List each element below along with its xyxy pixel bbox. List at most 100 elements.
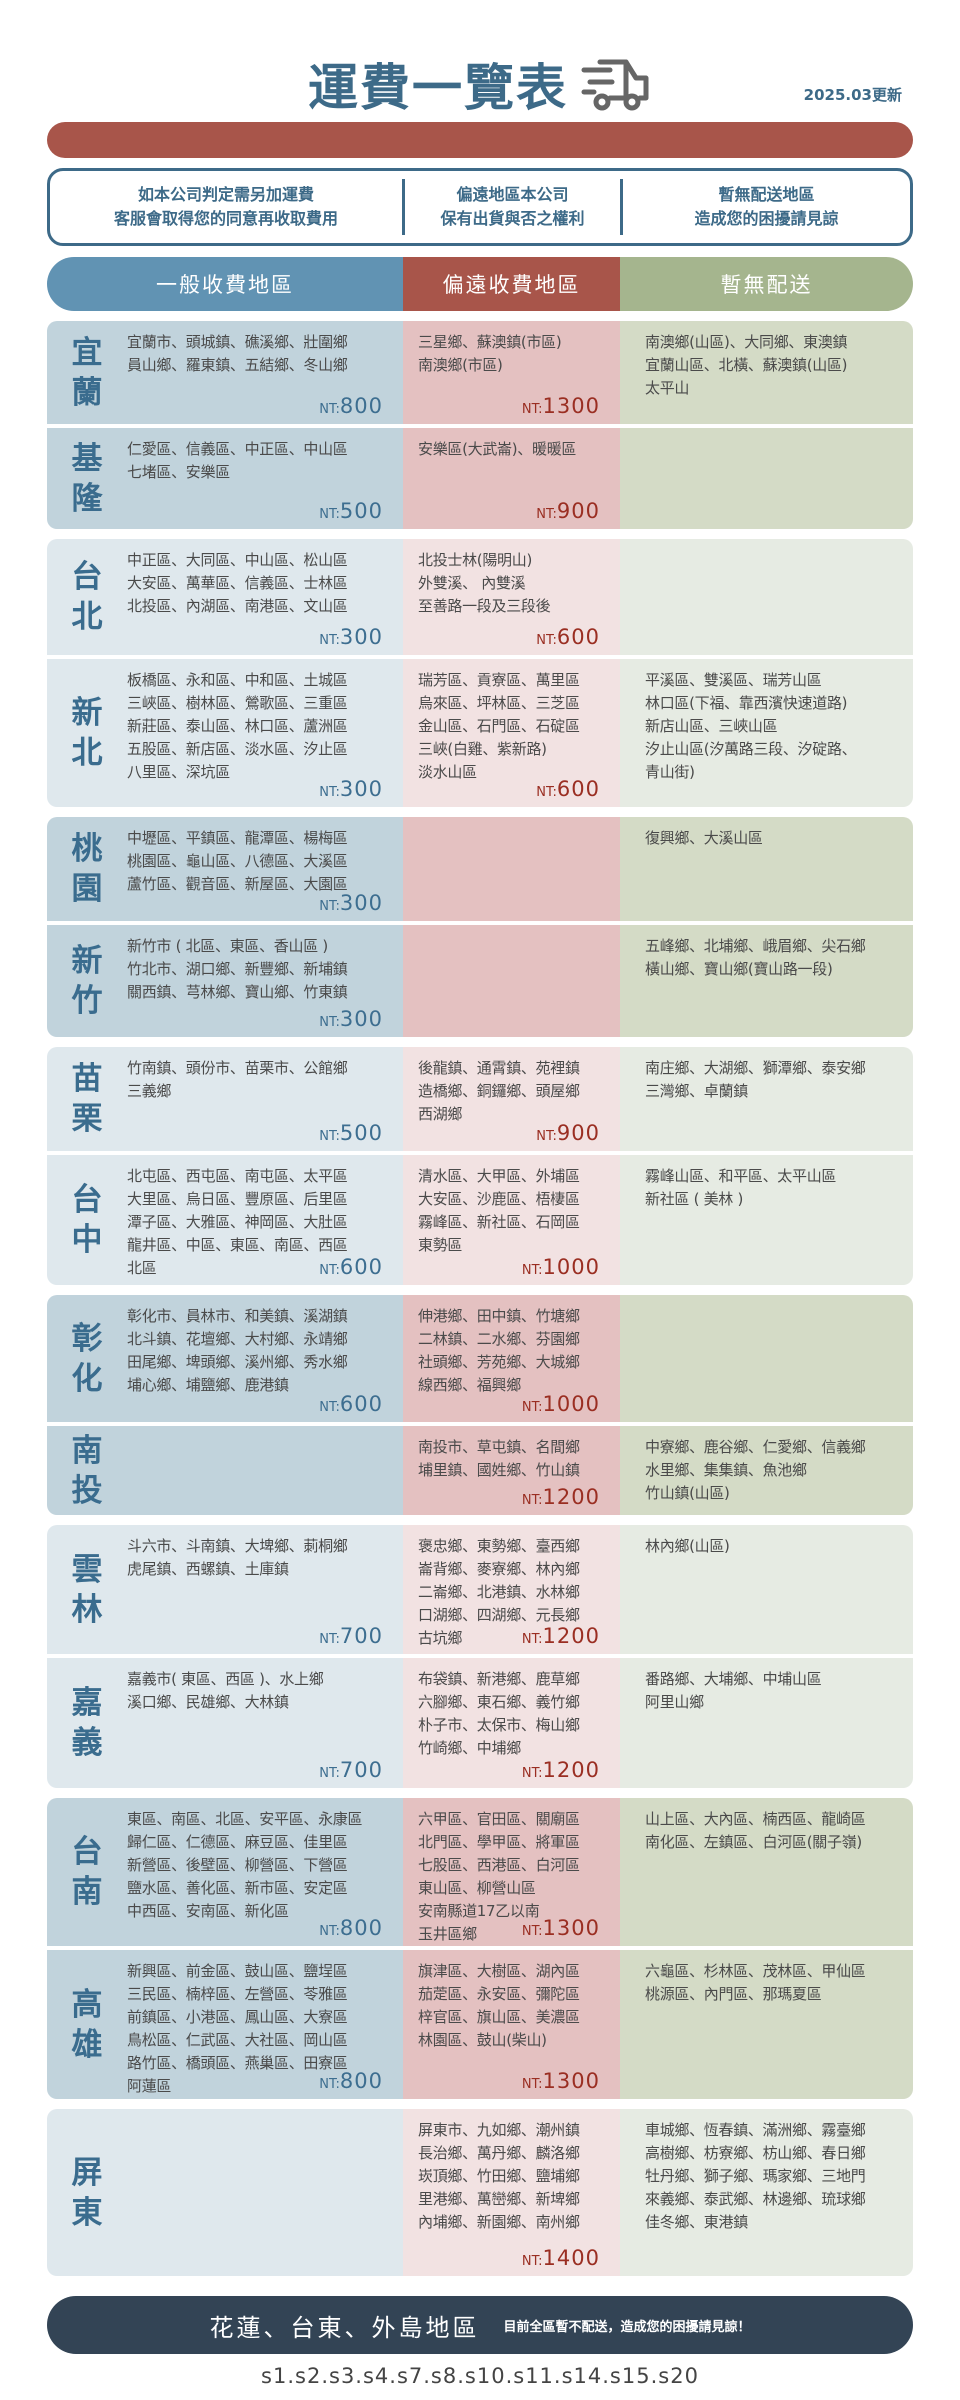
region-label-char: 屏	[71, 2154, 103, 2191]
area-line: 六甲區、官田區、關廟區	[418, 1810, 580, 1828]
no-delivery-cell: 六龜區、杉林區、茂林區、甲仙區 桃源區、內門區、那瑪夏區	[620, 1950, 913, 2099]
area-line: 梓官區、旗山區、美濃區	[418, 2008, 580, 2026]
area-line: 潭子區、大雅區、神岡區、大肚區	[127, 1213, 348, 1231]
codes-text: s1.s2.s3.s4.s7.s8.s10.s11.s14.s15.s20	[261, 2364, 699, 2388]
area-line: 車城鄉、恆春鎮、滿洲鄉、霧臺鄉	[645, 2121, 866, 2139]
region-label-char: 嘉	[71, 1685, 103, 1721]
area-line: 外雙溪、 內雙溪	[418, 574, 526, 592]
region-group: 台北中正區、大同區、中山區、松山區 大安區、萬華區、信義區、士林區 北投區、內湖區、…	[47, 539, 913, 807]
general-price: NT:500	[319, 499, 383, 523]
remote-cell	[403, 925, 620, 1037]
region-label-char: 化	[71, 1360, 103, 1397]
area-line: 竹崎鄉、中埔鄉	[418, 1739, 521, 1757]
info-remote: 偏遠地區本公司 保有出貨與否之權利	[405, 179, 623, 235]
general-price: NT:800	[319, 2069, 383, 2093]
price-value: 1200	[542, 1485, 600, 1509]
area-line: 東區、南區、北區、安平區、永康區	[127, 1810, 363, 1828]
general-lines: 東區、南區、北區、安平區、永康區 歸仁區、仁德區、麻豆區、佳里區 新營區、後壁區、柳…	[127, 1798, 363, 1946]
area-line: 三灣鄉、卓蘭鎮	[645, 1082, 748, 1100]
region-label-char: 基	[71, 440, 103, 477]
region-label-char: 桃	[71, 831, 103, 867]
no-delivery-cell: 南庄鄉、大湖鄉、獅潭鄉、泰安鄉 三灣鄉、卓蘭鎮	[620, 1047, 913, 1151]
area-line: 南澳鄉(山區)、大同鄉、東澳鎮	[645, 333, 848, 351]
area-line: 淡水山區	[418, 763, 477, 781]
area-line: 瑞芳區、貢寮區、萬里區	[418, 671, 580, 689]
area-line: 七股區、西港區、白河區	[418, 1856, 580, 1874]
area-line: 復興鄉、大溪山區	[645, 829, 763, 847]
remote-price: NT:1200	[522, 1624, 600, 1648]
general-lines: 板橋區、永和區、中和區、土城區 三峽區、樹林區、鶯歌區、三重區 新莊區、泰山區、林口…	[127, 659, 348, 807]
general-lines: 彰化市、員林市、和美鎮、溪湖鎮 北斗鎮、花壇鄉、大村鄉、永靖鄉 田尾鄉、埤頭鄉、溪州…	[127, 1295, 348, 1422]
area-line: 西湖鄉	[418, 1105, 463, 1123]
area-line: 伸港鄉、田中鎮、竹塘鄉	[418, 1307, 580, 1325]
area-line: 至善路一段及三段後	[418, 597, 551, 615]
remote-cell: 瑞芳區、貢寮區、萬里區 烏來區、坪林區、三芝區 金山區、石門區、石碇區 三峽(白雞、紫…	[403, 659, 620, 807]
updated-date: 2025.03更新	[803, 86, 902, 104]
shipping-table: 宜蘭宜蘭市、頭城鎮、礁溪鄉、壯圍鄉 員山鄉、羅東鎮、五結鄉、冬山鄉 NT:800 三星…	[47, 321, 913, 2286]
area-line: 三星鄉、蘇澳鎮(市區)	[418, 333, 562, 351]
general-price: NT:600	[319, 1255, 383, 1279]
column-headers: 一般收費地區 偏遠收費地區 暫無配送	[47, 257, 913, 311]
general-cell: 台南東區、南區、北區、安平區、永康區 歸仁區、仁德區、麻豆區、佳里區 新營區、後壁區…	[47, 1798, 403, 1946]
no-delivery-cell: 山上區、大內區、楠西區、龍崎區 南化區、左鎮區、白河區(關子嶺)	[620, 1798, 913, 1946]
table-row: 桃園中壢區、平鎮區、龍潭區、楊梅區 桃園區、龜山區、八德區、大溪區 蘆竹區、觀音區、…	[47, 817, 913, 921]
area-line: 大安區、萬華區、信義區、士林區	[127, 574, 348, 592]
area-line: 新興區、前金區、鼓山區、鹽埕區	[127, 1962, 348, 1980]
no-delivery-cell	[620, 428, 913, 529]
region-label: 基隆	[47, 428, 127, 529]
general-cell: 屏東	[47, 2109, 403, 2276]
area-line: 五股區、新店區、淡水區、汐止區	[127, 740, 348, 758]
remote-cell: 後龍鎮、通霄鎮、苑裡鎮 造橋鄉、銅鑼鄉、頭屋鄉 西湖鄉 NT:900	[403, 1047, 620, 1151]
remote-cell: 布袋鎮、新港鄉、鹿草鄉 六腳鄉、東石鄉、義竹鄉 朴子市、太保市、梅山鄉 竹崎鄉、中埔鄉…	[403, 1658, 620, 1788]
remote-price: NT:1300	[522, 394, 600, 418]
area-line: 牡丹鄉、獅子鄉、瑪家鄉、三地門	[645, 2167, 866, 2185]
area-line: 嘉義市( 東區、西區 )、水上鄉	[127, 1670, 324, 1688]
area-line: 新社區 ( 美林 )	[645, 1190, 744, 1208]
info-line: 如本公司判定需另加運費	[137, 185, 314, 204]
region-label: 苗栗	[47, 1047, 127, 1151]
header-no-delivery: 暫無配送	[620, 257, 913, 311]
price-value: 300	[339, 777, 383, 801]
area-line: 關西鎮、芎林鄉、寶山鄉、竹東鎮	[127, 983, 348, 1001]
area-line: 造橋鄉、銅鑼鄉、頭屋鄉	[418, 1082, 580, 1100]
region-label-char: 彰	[71, 1320, 103, 1357]
header-remote: 偏遠收費地區	[403, 257, 620, 311]
region-label-char: 北	[71, 599, 103, 635]
price-value: 1300	[542, 394, 600, 418]
remote-price: NT:600	[536, 625, 600, 649]
no-delivery-cell	[620, 1295, 913, 1422]
region-label-char: 台	[71, 1834, 103, 1870]
footer-note: 目前全區暫不配送，造成您的困擾請見諒！	[503, 2319, 751, 2335]
area-line: 北門區、學甲區、將軍區	[418, 1833, 580, 1851]
area-line: 新竹市 ( 北區、東區、香山區 )	[127, 937, 328, 955]
area-line: 新店山區、三峽山區	[645, 717, 778, 735]
area-line: 北屯區、西屯區、南屯區、太平區	[127, 1167, 348, 1185]
region-label: 雲林	[47, 1525, 127, 1654]
area-line: 古坑鄉	[418, 1629, 463, 1647]
area-line: 南澳鄉(市區)	[418, 356, 503, 374]
price-value: 1400	[542, 2246, 600, 2270]
price-prefix: NT:	[521, 2077, 543, 2092]
area-line: 屏東市、九如鄉、潮州鎮	[418, 2121, 580, 2139]
general-price: NT:700	[319, 1624, 383, 1648]
remote-price: NT:900	[536, 1121, 600, 1145]
general-lines: 仁愛區、信義區、中正區、中山區 七堵區、安樂區	[127, 428, 348, 529]
table-row: 彰化彰化市、員林市、和美鎮、溪湖鎮 北斗鎮、花壇鄉、大村鄉、永靖鄉 田尾鄉、埤頭鄉、…	[47, 1295, 913, 1422]
price-prefix: NT:	[521, 1263, 543, 1278]
general-cell: 基隆仁愛區、信義區、中正區、中山區 七堵區、安樂區 NT:500	[47, 428, 403, 529]
area-line: 彰化市、員林市、和美鎮、溪湖鎮	[127, 1307, 348, 1325]
area-line: 竹山鎮(山區)	[645, 1484, 730, 1502]
table-row: 屏東 屏東市、九如鄉、潮州鎮 長治鄉、萬丹鄉、麟洛鄉 崁頂鄉、竹田鄉、鹽埔鄉 里港鄉、萬…	[47, 2109, 913, 2276]
info-line: 保有出貨與否之權利	[440, 209, 585, 228]
region-label-char: 林	[71, 1591, 103, 1628]
region-label: 桃園	[47, 817, 127, 921]
region-label-char: 竹	[71, 983, 103, 1019]
area-line: 鹽水區、善化區、新市區、安定區	[127, 1879, 348, 1897]
price-prefix: NT:	[521, 1766, 543, 1781]
remote-price: NT:1400	[522, 2246, 600, 2270]
area-line: 霧峰山區、和平區、太平山區	[645, 1167, 837, 1185]
area-line: 南庄鄉、大湖鄉、獅潭鄉、泰安鄉	[645, 1059, 866, 1077]
area-line: 三峽區、樹林區、鶯歌區、三重區	[127, 694, 348, 712]
area-line: 竹南鎮、頭份市、苗栗市、公館鄉	[127, 1059, 348, 1077]
info-line: 造成您的困擾請見諒	[694, 209, 839, 228]
